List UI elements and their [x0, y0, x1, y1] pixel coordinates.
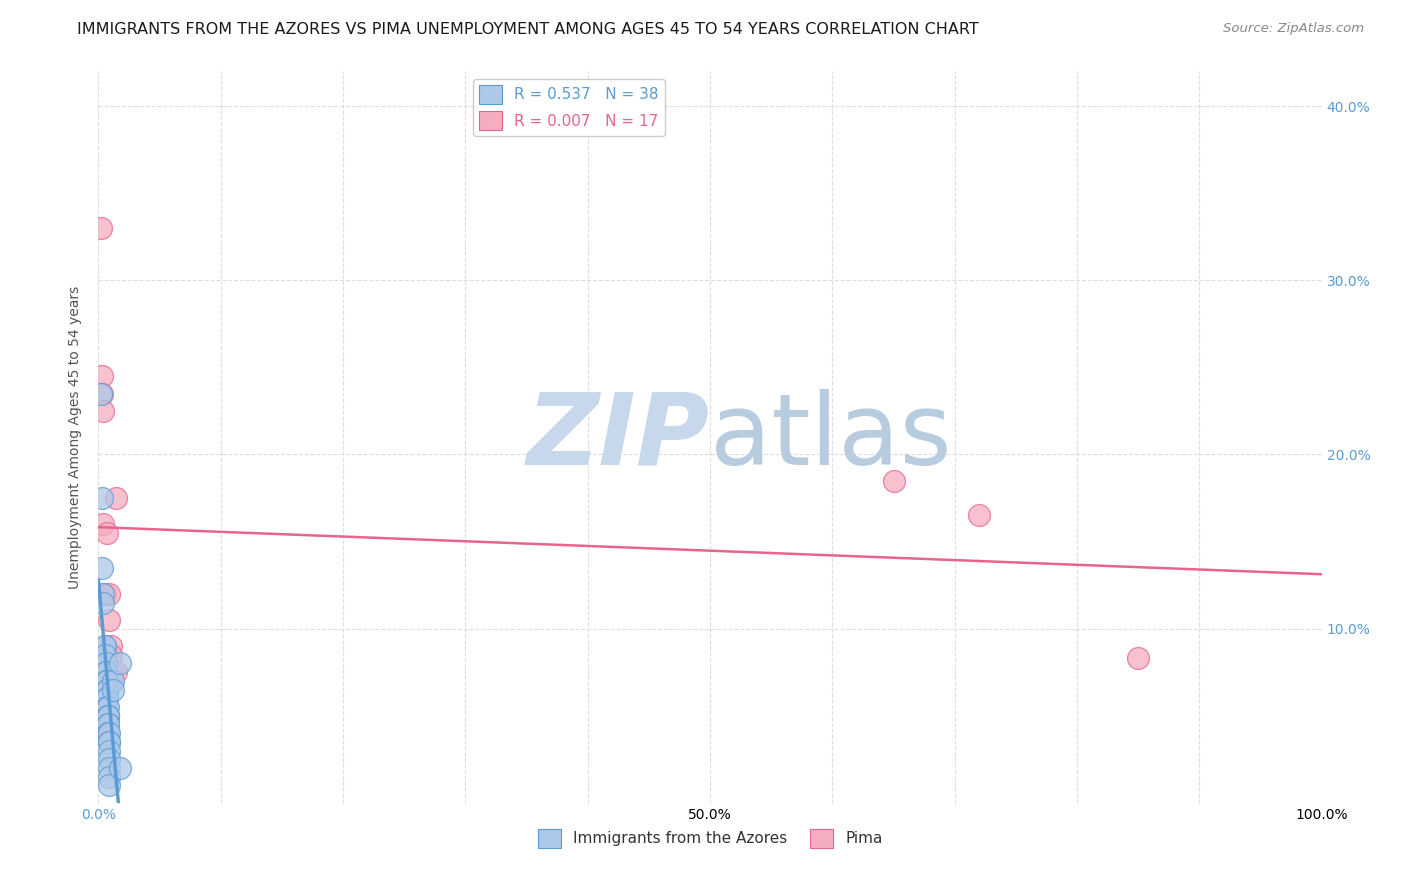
Point — [91, 386, 114, 401]
Point — [100, 648, 122, 662]
Point — [1128, 651, 1150, 665]
Legend: Immigrants from the Azores, Pima: Immigrants from the Azores, Pima — [531, 822, 889, 854]
Point — [96, 682, 118, 697]
Point — [93, 639, 115, 653]
Point — [96, 691, 118, 706]
Point — [967, 508, 990, 523]
Point — [97, 726, 120, 740]
Point — [97, 717, 120, 731]
Point — [98, 587, 121, 601]
Point — [101, 665, 124, 680]
Point — [97, 708, 120, 723]
Point — [90, 386, 112, 401]
Point — [98, 735, 121, 749]
Point — [96, 700, 118, 714]
Point — [110, 761, 132, 775]
Point — [104, 665, 127, 680]
Point — [97, 700, 120, 714]
Point — [101, 682, 124, 697]
Point — [96, 691, 118, 706]
Point — [98, 743, 121, 757]
Point — [98, 778, 121, 792]
Text: Source: ZipAtlas.com: Source: ZipAtlas.com — [1223, 22, 1364, 36]
Point — [96, 673, 118, 688]
Point — [93, 648, 115, 662]
Point — [883, 474, 905, 488]
Point — [94, 657, 117, 671]
Point — [94, 665, 117, 680]
Point — [98, 735, 121, 749]
Point — [91, 491, 114, 505]
Point — [91, 587, 114, 601]
Point — [91, 404, 114, 418]
Point — [91, 595, 114, 609]
Text: IMMIGRANTS FROM THE AZORES VS PIMA UNEMPLOYMENT AMONG AGES 45 TO 54 YEARS CORREL: IMMIGRANTS FROM THE AZORES VS PIMA UNEMP… — [77, 22, 979, 37]
Point — [91, 560, 114, 574]
Point — [98, 613, 121, 627]
Point — [98, 726, 121, 740]
Point — [98, 770, 121, 784]
Point — [98, 752, 121, 766]
Point — [101, 673, 124, 688]
Point — [94, 673, 117, 688]
Point — [91, 517, 114, 532]
Point — [93, 639, 115, 653]
Point — [93, 587, 115, 601]
Point — [96, 525, 118, 540]
Text: atlas: atlas — [710, 389, 952, 485]
Text: ZIP: ZIP — [527, 389, 710, 485]
Point — [97, 708, 120, 723]
Point — [97, 717, 120, 731]
Point — [94, 665, 117, 680]
Point — [91, 369, 114, 384]
Point — [104, 491, 127, 505]
Point — [90, 221, 112, 235]
Point — [96, 682, 118, 697]
Point — [100, 639, 122, 653]
Point — [96, 682, 118, 697]
Point — [98, 761, 121, 775]
Y-axis label: Unemployment Among Ages 45 to 54 years: Unemployment Among Ages 45 to 54 years — [69, 285, 83, 589]
Point — [97, 708, 120, 723]
Point — [110, 657, 132, 671]
